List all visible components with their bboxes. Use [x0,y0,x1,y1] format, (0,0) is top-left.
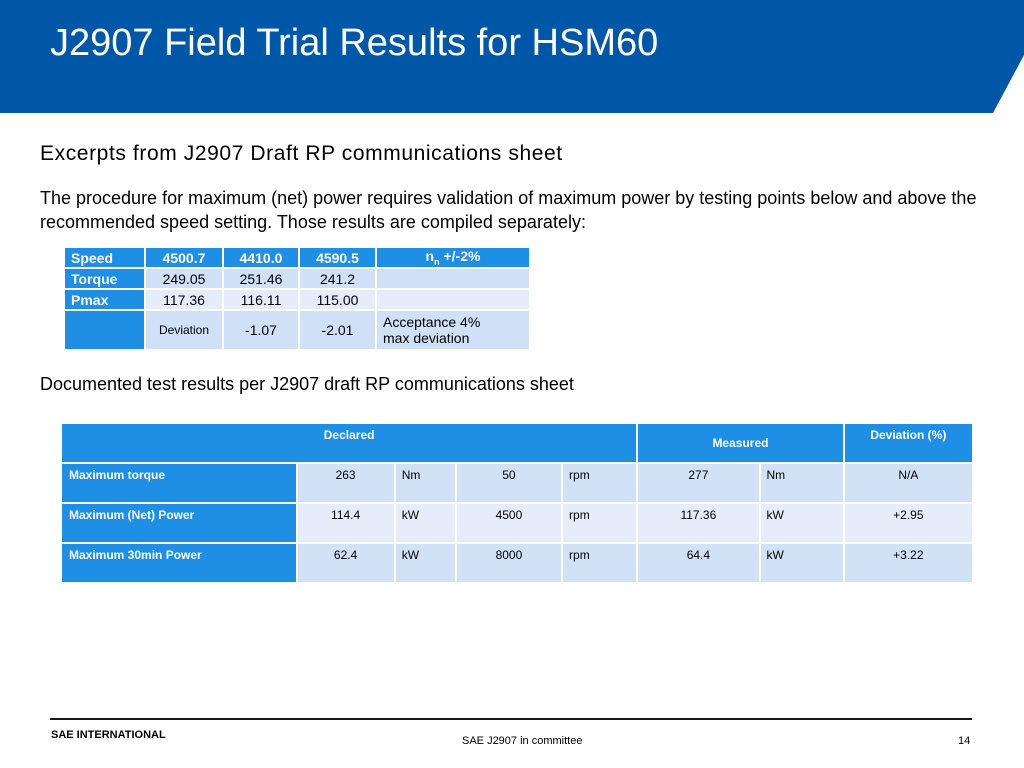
torque-value: 249.05 [146,269,222,288]
table-row: Speed 4500.7 4410.0 4590.5 nn +/-2% [65,248,529,267]
page-number: 14 [958,735,971,747]
slide-title: J2907 Field Trial Results for HSM60 [50,22,659,64]
row-label: Maximum torque [62,464,296,502]
table-row: Deviation -1.07 -2.01 Acceptance 4% max … [65,311,529,349]
empty-cell [377,269,529,288]
declared-value: 263 [297,464,394,502]
measured-value: 64.4 [638,544,759,582]
speed-value: 4590.5 [300,248,375,267]
measured-unit: kW [760,544,843,582]
declared-value: 62.4 [297,544,394,582]
deviation-value: -2.01 [300,311,375,349]
deviation-value: N/A [844,464,972,502]
footer-caption: SAE J2907 in committee [462,735,583,747]
results-table: Declared Measured Deviation (%) Maximum … [60,422,974,584]
declared-unit: kW [395,504,455,542]
documented-results-heading: Documented test results per J2907 draft … [40,374,574,394]
speed-value: 4500.7 [146,248,222,267]
slide-subtitle: Excerpts from J2907 Draft RP communicati… [40,142,563,165]
acceptance-note: Acceptance 4% max deviation [377,311,529,349]
speed-value: 8000 [456,544,562,582]
torque-value: 241.2 [300,269,375,288]
speed-note-tolerance: +/-2% [439,248,481,265]
empty-header-cell [65,311,144,349]
intro-paragraph: The procedure for maximum (net) power re… [40,188,977,232]
measured-value: 117.36 [638,504,759,542]
speed-unit: rpm [563,464,637,502]
measured-unit: kW [760,504,843,542]
declared-unit: Nm [395,464,455,502]
deviation-value: -1.07 [224,311,298,349]
speed-note-subscript: n [434,256,440,267]
title-banner-shape [0,0,1024,113]
table-header-row: Declared Measured Deviation (%) [62,424,972,462]
pmax-value: 117.36 [146,290,222,309]
declared-value: 114.4 [297,504,394,542]
acceptance-line: max deviation [383,330,470,346]
measured-unit: Nm [760,464,843,502]
title-banner: J2907 Field Trial Results for HSM60 [0,0,1024,113]
torque-value: 251.46 [224,269,298,288]
pmax-label: Pmax [65,290,144,309]
measured-header: Measured [638,424,843,462]
declared-unit: kW [395,544,455,582]
declared-header: Declared [62,424,637,462]
deviation-header: Deviation (%) [844,424,972,462]
empty-cell [377,290,529,309]
speed-value: 4500 [456,504,562,542]
deviation-value: +3.22 [844,544,972,582]
speed-unit: rpm [563,544,637,582]
deviation-value: +2.95 [844,504,972,542]
speed-tolerance-note: nn +/-2% [377,248,529,267]
table-row: Torque 249.05 251.46 241.2 [65,269,529,288]
deviation-label: Deviation [146,311,222,349]
table-row: Maximum 30min Power 62.4 kW 8000 rpm 64.… [62,544,972,582]
row-label: Maximum 30min Power [62,544,296,582]
speed-value: 4410.0 [224,248,298,267]
acceptance-line: Acceptance 4% [383,314,481,330]
pmax-value: 115.00 [300,290,375,309]
table-row: Pmax 117.36 116.11 115.00 [65,290,529,309]
table-row: Maximum (Net) Power 114.4 kW 4500 rpm 11… [62,504,972,542]
footer-divider [50,718,972,720]
measured-value: 277 [638,464,759,502]
speed-label: Speed [65,248,144,267]
row-label: Maximum (Net) Power [62,504,296,542]
torque-label: Torque [65,269,144,288]
speed-note-symbol: n [425,248,435,265]
footer-organization: SAE INTERNATIONAL [51,729,166,741]
pmax-value: 116.11 [224,290,298,309]
table-row: Maximum torque 263 Nm 50 rpm 277 Nm N/A [62,464,972,502]
speed-unit: rpm [563,504,637,542]
speed-validation-table: Speed 4500.7 4410.0 4590.5 nn +/-2% Torq… [63,246,531,351]
speed-value: 50 [456,464,562,502]
